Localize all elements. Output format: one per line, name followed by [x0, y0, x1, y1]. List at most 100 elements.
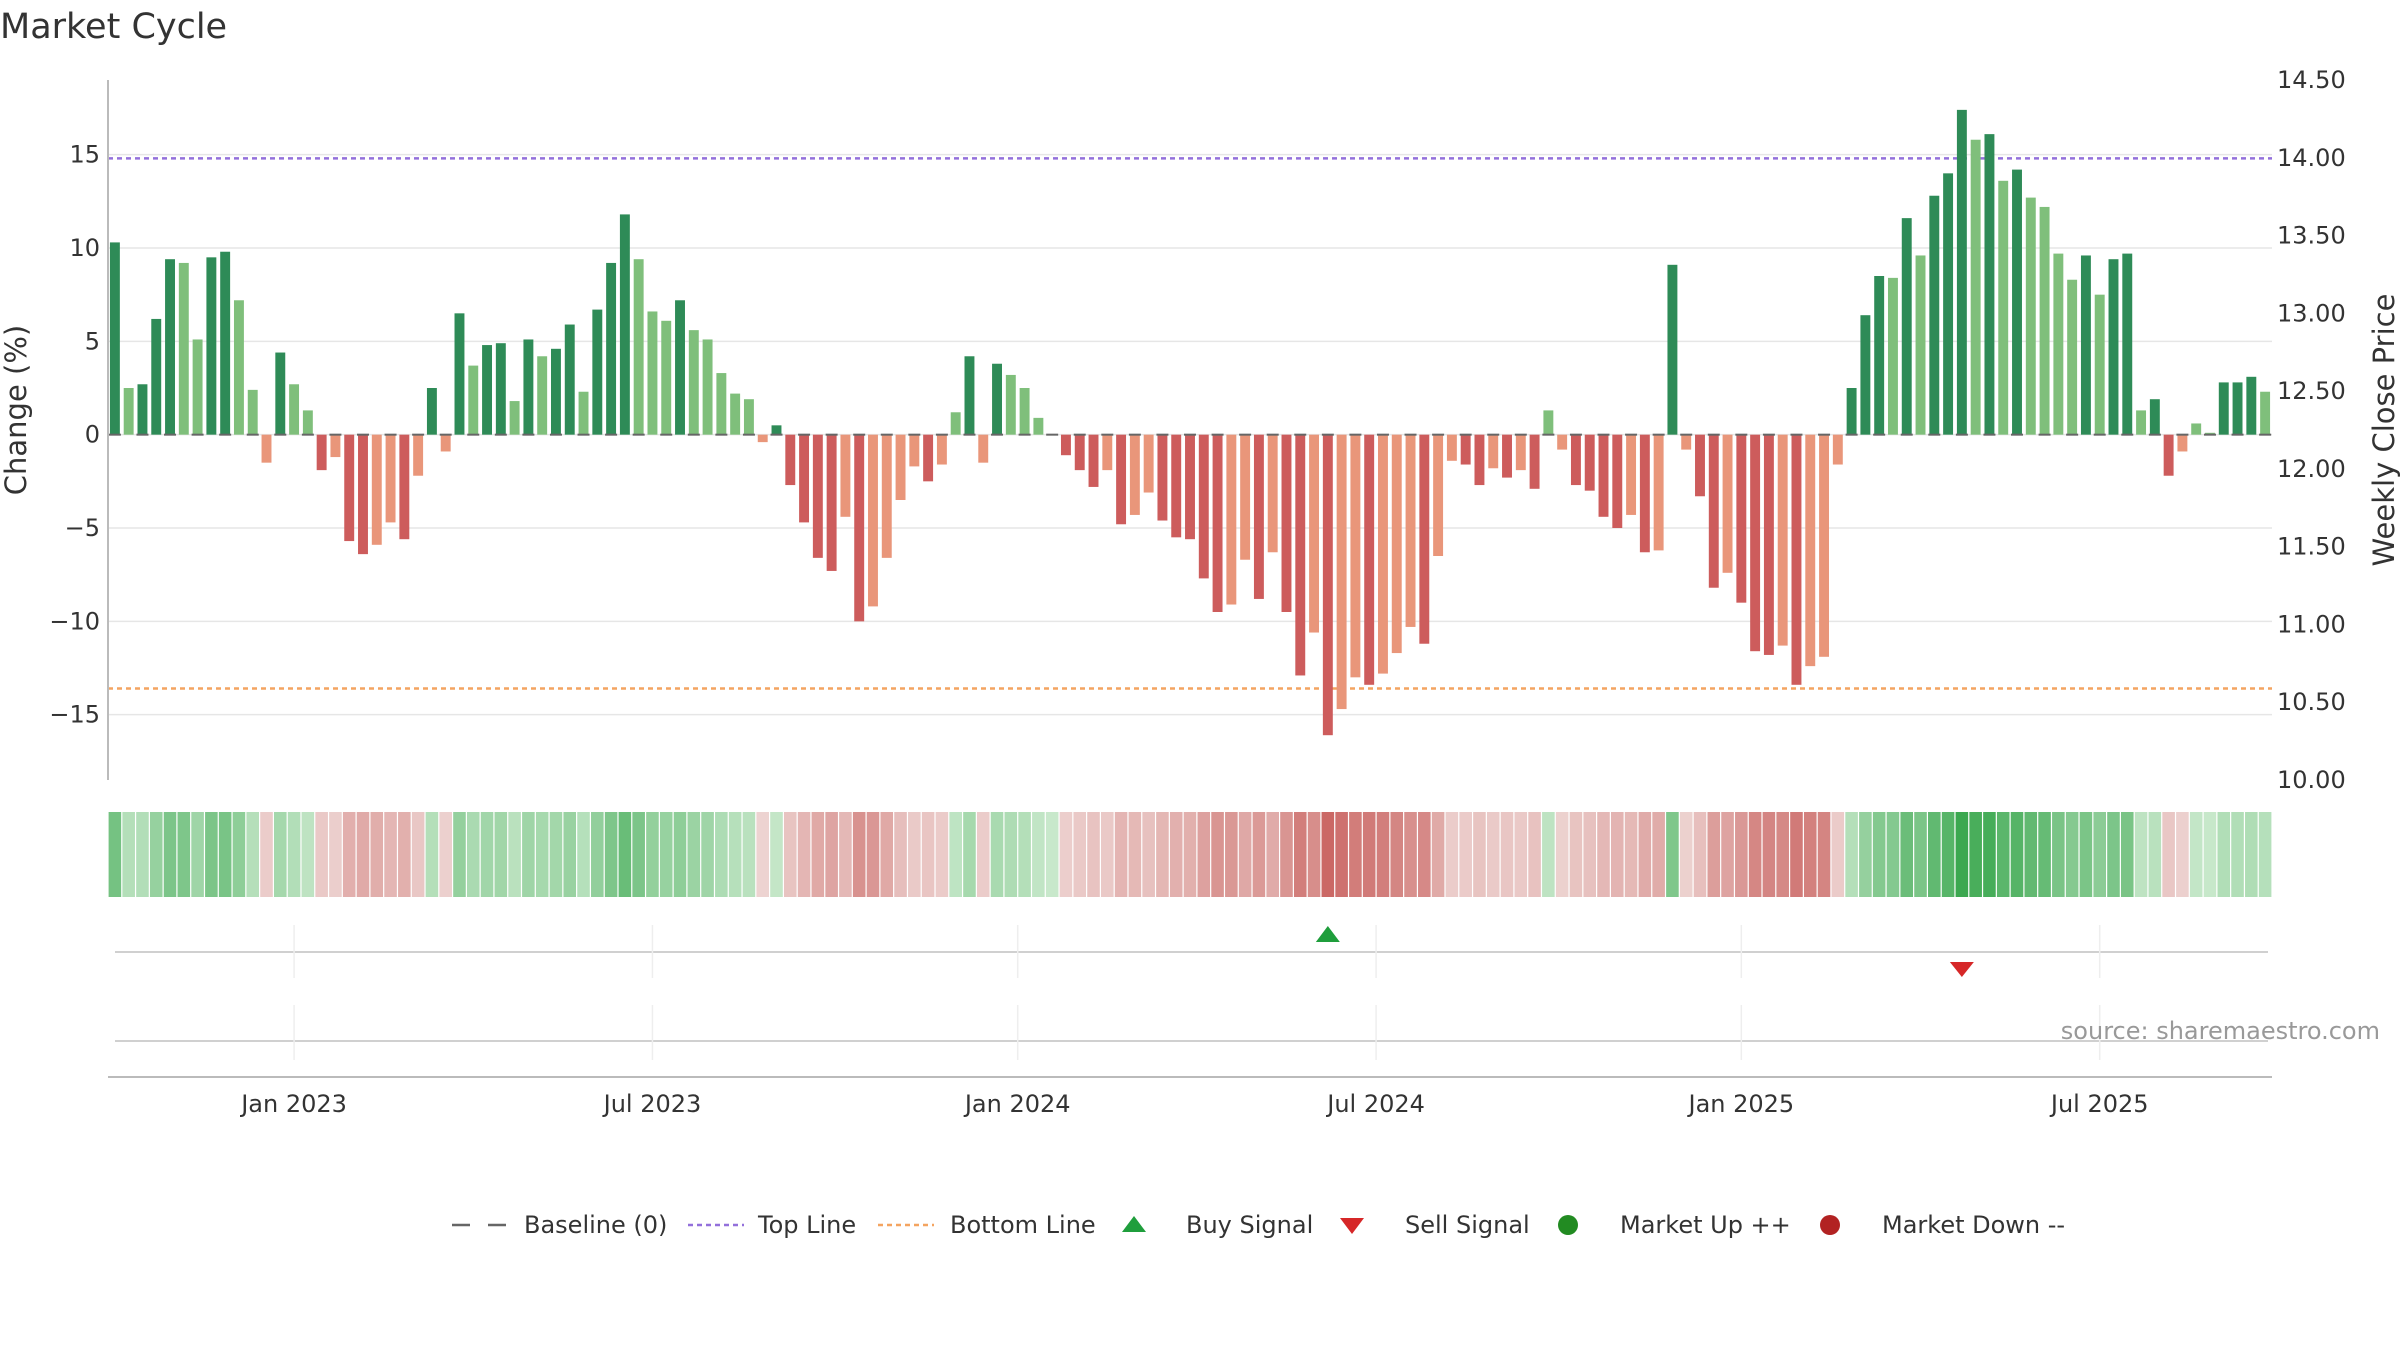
y-tick-label: 15: [69, 141, 100, 169]
heat-cell: [1004, 812, 1018, 897]
bar: [1860, 315, 1871, 435]
heat-cell: [1872, 812, 1886, 897]
heat-cell: [1045, 812, 1059, 897]
bar: [606, 262, 617, 435]
bar: [2108, 259, 2119, 435]
heat-cell: [1473, 812, 1486, 897]
heat-cell: [1431, 812, 1445, 897]
heat-cell: [1955, 812, 1969, 897]
bar: [1350, 434, 1361, 678]
heat-cell: [508, 812, 521, 897]
bar: [1364, 434, 1375, 685]
heat-cell: [963, 812, 976, 897]
heat-cell: [480, 812, 494, 897]
heat-cell: [894, 812, 907, 897]
bar: [1074, 434, 1085, 471]
bar: [1378, 434, 1388, 674]
heat-cell: [2024, 812, 2038, 897]
bar: [2067, 279, 2078, 435]
heat-cell: [2010, 812, 2024, 897]
y2-tick-label: 12.00: [2277, 455, 2346, 483]
heat-cell: [2134, 812, 2148, 897]
heat-cell: [715, 812, 728, 897]
legend-buy-icon: [1122, 1216, 1146, 1232]
heat-cell: [1073, 812, 1087, 897]
bar: [1295, 434, 1306, 676]
heat-cell: [1018, 812, 1031, 897]
x-tick-label: Jan 2023: [239, 1090, 347, 1118]
bar: [592, 309, 603, 435]
heat-cell: [1969, 812, 1982, 897]
heat-cell: [1404, 812, 1417, 897]
heat-cell: [811, 812, 825, 897]
heat-cell: [1087, 812, 1100, 897]
bar: [1460, 434, 1471, 465]
bar: [1970, 139, 1981, 435]
bar: [1116, 434, 1127, 525]
bar: [1253, 434, 1264, 599]
y-tick-label: 10: [69, 234, 100, 262]
heat-cell: [466, 812, 480, 897]
bar: [992, 363, 1002, 435]
y2-tick-label: 11.00: [2277, 610, 2346, 638]
heat-cell: [1542, 812, 1555, 897]
y-tick-label: −10: [49, 607, 100, 635]
heat-cell: [1886, 812, 1900, 897]
heat-cell: [2203, 812, 2217, 897]
bar: [1198, 434, 1209, 579]
heat-cell: [591, 812, 604, 897]
bar: [316, 434, 327, 471]
heat-cell: [1156, 812, 1169, 897]
bar: [1446, 434, 1457, 461]
heat-cell: [2038, 812, 2051, 897]
bar: [1791, 434, 1802, 685]
bar: [1391, 434, 1402, 654]
heat-cell: [1624, 812, 1638, 897]
y2-axis-label: Weekly Close Price: [2367, 294, 2400, 567]
heat-cell: [108, 812, 122, 897]
bar: [1240, 434, 1251, 560]
heat-cell: [246, 812, 260, 897]
bar: [2080, 255, 2091, 435]
heat-cell: [1610, 812, 1624, 897]
heat-cell: [425, 812, 439, 897]
y2-tick-label: 10.50: [2277, 688, 2346, 716]
bar: [1281, 434, 1292, 612]
bar: [1419, 434, 1430, 644]
bar: [757, 434, 768, 443]
y2-tick-label: 11.50: [2277, 533, 2346, 561]
bar: [192, 339, 203, 435]
bar: [1502, 434, 1512, 478]
heat-cell: [604, 812, 618, 897]
bar: [1777, 434, 1788, 646]
heat-cell: [149, 812, 163, 897]
heat-cell: [1652, 812, 1665, 897]
bar: [2246, 376, 2257, 435]
heat-cell: [2065, 812, 2079, 897]
bar: [275, 352, 286, 435]
heat-cell: [1445, 812, 1459, 897]
heat-cell: [315, 812, 328, 897]
heat-cell: [1101, 812, 1114, 897]
heat-cell: [1707, 812, 1721, 897]
heat-cell: [1776, 812, 1789, 897]
heat-cell: [797, 812, 811, 897]
bar: [1102, 434, 1113, 471]
heat-cell: [494, 812, 508, 897]
bar: [482, 345, 493, 435]
bar: [950, 412, 961, 435]
legend-label: Top Line: [757, 1211, 856, 1239]
heat-cell: [163, 812, 177, 897]
heat-cell: [908, 812, 921, 897]
heat-cell: [1211, 812, 1224, 897]
change-bars: [109, 109, 2271, 736]
bar: [247, 389, 258, 435]
heat-cell: [852, 812, 866, 897]
bar: [675, 300, 685, 435]
bar: [371, 434, 382, 545]
heat-cell: [1831, 812, 1845, 897]
heat-cell: [2148, 812, 2162, 897]
bar: [785, 434, 796, 486]
bar: [220, 251, 231, 435]
heat-cell: [1666, 812, 1679, 897]
